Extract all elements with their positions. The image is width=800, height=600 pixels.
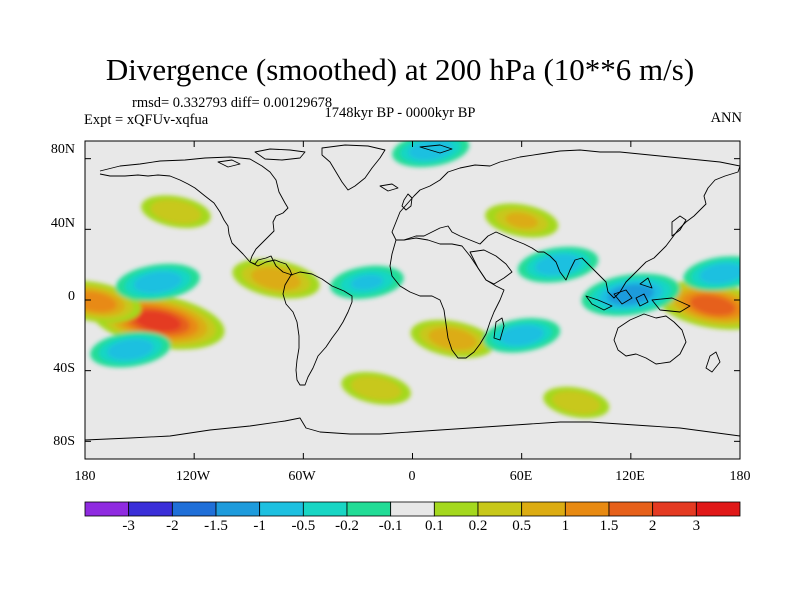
rmsd-diff-stats: rmsd= 0.332793 diff= 0.00129678 bbox=[132, 95, 333, 111]
experiment-label: Expt = xQFUv-xqfua bbox=[84, 112, 209, 128]
anomaly-12 bbox=[141, 195, 211, 229]
anomaly-15 bbox=[543, 386, 610, 419]
colorbar-label: -1 bbox=[253, 518, 266, 534]
anomaly-contour bbox=[437, 331, 468, 346]
lon-label-180e: 180 bbox=[729, 469, 751, 484]
colorbar-label: 1 bbox=[561, 518, 570, 534]
anomaly-8 bbox=[90, 331, 171, 368]
anomaly-contour bbox=[85, 295, 109, 309]
colorbar-swatch bbox=[652, 501, 697, 517]
lon-label-0: 0 bbox=[408, 469, 416, 484]
coast-uk bbox=[401, 193, 413, 211]
anomaly-contour bbox=[360, 380, 392, 396]
colorbar-swatch bbox=[128, 501, 173, 517]
colorbar-label: 2 bbox=[648, 518, 657, 534]
coastlines bbox=[85, 144, 740, 441]
lon-label-120w: 120W bbox=[175, 469, 211, 484]
colorbar-label: -3 bbox=[122, 518, 135, 534]
coast-iceland bbox=[379, 183, 399, 192]
anomaly-contour bbox=[115, 342, 146, 357]
coast-japan bbox=[671, 215, 687, 237]
anomaly-14 bbox=[341, 371, 411, 405]
lat-label-80n: 80N bbox=[50, 142, 75, 157]
season-label: ANN bbox=[710, 110, 742, 126]
colorbar-swatch bbox=[477, 501, 523, 517]
coast-arctic-islands bbox=[217, 144, 453, 168]
lat-label-equator: 0 bbox=[68, 289, 75, 304]
colorbar-label: -1.5 bbox=[204, 518, 228, 534]
anomaly-4 bbox=[410, 319, 495, 358]
lon-label-180w: 180 bbox=[74, 469, 96, 484]
anomaly-contour bbox=[142, 275, 173, 290]
lon-label-60w: 60W bbox=[288, 469, 316, 484]
plot-title: Divergence (smoothed) at 200 hPa (10**6 … bbox=[105, 52, 695, 87]
colorbar-label: 3 bbox=[692, 518, 701, 534]
anomaly-contour bbox=[698, 298, 727, 312]
lat-label-40n: 40N bbox=[50, 216, 75, 231]
colorbar-swatch bbox=[302, 501, 348, 517]
colorbar-swatch bbox=[84, 501, 130, 517]
anomaly-13 bbox=[485, 203, 559, 238]
anomaly-contour bbox=[350, 274, 384, 290]
colorbar-swatch bbox=[433, 501, 479, 517]
anomaly-contour bbox=[707, 266, 736, 281]
colorbar-swatch bbox=[215, 501, 261, 517]
anomaly-1 bbox=[656, 280, 740, 330]
colorbar-label: -2 bbox=[166, 518, 179, 534]
anomaly-5 bbox=[115, 263, 200, 301]
coast-eurasia bbox=[391, 149, 740, 299]
time-period-label: 1748kyr BP - 0000kyr BP bbox=[324, 105, 476, 121]
coast-australia bbox=[613, 313, 687, 365]
colorbar-label: 1.5 bbox=[599, 518, 619, 534]
anomaly-2 bbox=[85, 280, 142, 323]
coast-greenland bbox=[321, 144, 386, 191]
coast-madagascar bbox=[493, 317, 505, 341]
anomaly-3 bbox=[232, 259, 320, 299]
colorbar-label: -0.1 bbox=[378, 518, 403, 534]
coast-arabia bbox=[469, 249, 513, 285]
anomaly-contour bbox=[543, 257, 573, 272]
colorbar-swatch bbox=[390, 501, 435, 517]
anomaly-11 bbox=[683, 256, 740, 291]
anomaly-10 bbox=[330, 265, 404, 299]
colorbar-swatch bbox=[695, 501, 741, 517]
coast-north-america bbox=[99, 156, 293, 276]
lat-label-40s: 40S bbox=[53, 361, 75, 376]
lat-label-80s: 80S bbox=[53, 434, 75, 449]
anomaly-contour bbox=[505, 212, 538, 229]
anomaly-contour bbox=[143, 314, 173, 328]
anomaly-contour bbox=[260, 271, 292, 287]
coast-new-zealand bbox=[705, 351, 721, 373]
colorbar-label: 0.5 bbox=[512, 518, 532, 534]
colorbar-label: 0.2 bbox=[468, 518, 488, 534]
anomaly-16 bbox=[483, 318, 561, 353]
colorbar-swatch bbox=[608, 501, 654, 517]
anomaly-contour bbox=[616, 288, 646, 302]
axis-ticks bbox=[84, 141, 741, 459]
coast-maritime-continent bbox=[585, 277, 691, 313]
colorbar-swatch bbox=[521, 501, 566, 517]
colorbar-swatch bbox=[564, 501, 610, 517]
coast-africa bbox=[389, 237, 505, 359]
colorbar-swatch bbox=[346, 501, 392, 517]
anomaly-contour bbox=[160, 204, 192, 220]
colorbar-label: -0.2 bbox=[335, 518, 359, 534]
divergence-field bbox=[85, 141, 740, 419]
coast-antarctica bbox=[85, 417, 740, 441]
anomaly-contour bbox=[507, 328, 536, 342]
colorbar bbox=[84, 501, 741, 517]
lon-label-60e: 60E bbox=[509, 469, 533, 484]
coast-south-america bbox=[282, 271, 353, 386]
colorbar-swatch bbox=[171, 501, 217, 517]
anomaly-contour bbox=[561, 395, 592, 410]
lon-label-120e: 120E bbox=[615, 469, 645, 484]
colorbar-swatch bbox=[259, 501, 304, 517]
colorbar-label: 0.1 bbox=[424, 518, 444, 534]
colorbar-label: -0.5 bbox=[291, 518, 316, 534]
